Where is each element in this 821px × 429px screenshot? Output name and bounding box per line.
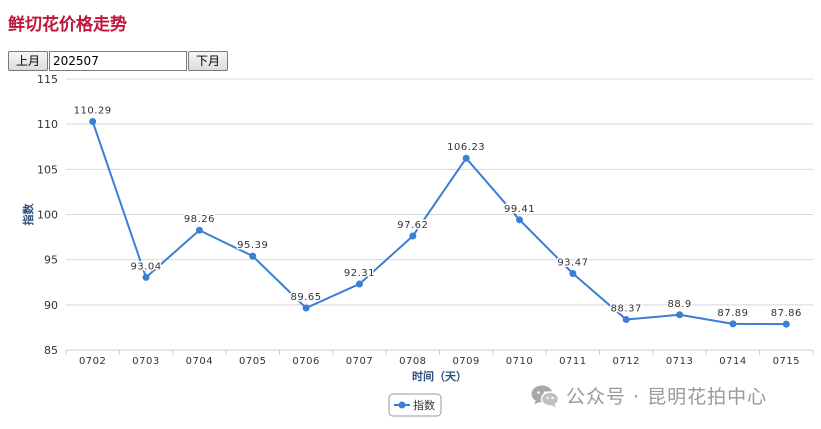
legend: 指数 bbox=[388, 393, 442, 417]
series-line bbox=[91, 121, 787, 326]
data-point bbox=[355, 280, 363, 288]
y-tick-label: 95 bbox=[44, 254, 58, 267]
legend-label: 指数 bbox=[413, 398, 435, 412]
data-point bbox=[729, 320, 737, 328]
y-tick-label: 90 bbox=[44, 299, 58, 312]
x-tick-label: 0706 bbox=[292, 356, 319, 367]
data-point bbox=[409, 232, 417, 240]
x-tick-label: 0704 bbox=[186, 356, 213, 367]
data-label: 106.23 bbox=[447, 142, 485, 153]
data-point bbox=[516, 216, 524, 224]
data-point bbox=[249, 252, 257, 260]
prev-month-button[interactable]: 上月 bbox=[8, 51, 49, 71]
data-label: 92.31 bbox=[344, 268, 375, 279]
data-point bbox=[462, 154, 470, 162]
y-axis-title: 指数 bbox=[21, 203, 35, 226]
data-label: 88.37 bbox=[611, 304, 642, 315]
x-tick-label: 0708 bbox=[399, 356, 426, 367]
data-label: 99.41 bbox=[504, 204, 535, 215]
next-month-button[interactable]: 下月 bbox=[188, 51, 229, 71]
x-tick-label: 0707 bbox=[346, 356, 373, 367]
data-point bbox=[622, 316, 630, 324]
data-point bbox=[676, 311, 684, 319]
data-label: 97.62 bbox=[397, 220, 428, 231]
x-tick-label: 0705 bbox=[239, 356, 266, 367]
x-tick-label: 0713 bbox=[666, 356, 693, 367]
legend-box bbox=[388, 393, 442, 417]
x-tick-label: 0712 bbox=[613, 356, 640, 367]
x-tick-label: 0703 bbox=[132, 356, 159, 367]
month-toolbar: 上月 下月 bbox=[8, 51, 229, 71]
data-label: 93.47 bbox=[557, 257, 588, 268]
data-label: 87.86 bbox=[771, 308, 802, 319]
data-label: 88.9 bbox=[667, 299, 691, 310]
data-point bbox=[89, 118, 97, 126]
data-label: 87.89 bbox=[717, 308, 748, 319]
y-tick-label: 85 bbox=[44, 344, 58, 357]
data-label: 93.04 bbox=[130, 261, 161, 272]
legend-marker bbox=[398, 401, 406, 409]
data-label: 95.39 bbox=[237, 240, 268, 251]
x-tick-label: 0715 bbox=[773, 356, 800, 367]
data-label: 110.29 bbox=[74, 106, 112, 117]
data-point bbox=[782, 320, 790, 328]
watermark-text: 公众号 · 昆明花拍中心 bbox=[566, 386, 768, 408]
month-input[interactable] bbox=[49, 51, 188, 71]
x-axis-title: 时间（天） bbox=[412, 369, 467, 383]
x-tick-label: 0702 bbox=[79, 356, 106, 367]
data-point bbox=[142, 273, 150, 281]
page-title: 鲜切花价格走势 bbox=[8, 15, 127, 35]
wechat-icon bbox=[531, 385, 560, 407]
y-tick-label: 100 bbox=[37, 209, 58, 222]
x-tick-label: 0711 bbox=[559, 356, 586, 367]
data-point bbox=[195, 226, 203, 234]
x-tick-label: 0710 bbox=[506, 356, 533, 367]
data-label: 89.65 bbox=[291, 292, 322, 303]
x-tick-label: 0709 bbox=[452, 356, 479, 367]
y-tick-label: 105 bbox=[37, 163, 58, 176]
y-tick-label: 115 bbox=[37, 73, 58, 86]
watermark: 公众号 · 昆明花拍中心 bbox=[530, 382, 767, 409]
y-tick-label: 110 bbox=[37, 118, 58, 131]
data-label: 98.26 bbox=[184, 214, 215, 225]
data-point bbox=[302, 304, 310, 312]
data-point bbox=[569, 269, 577, 277]
x-tick-label: 0714 bbox=[719, 356, 746, 367]
